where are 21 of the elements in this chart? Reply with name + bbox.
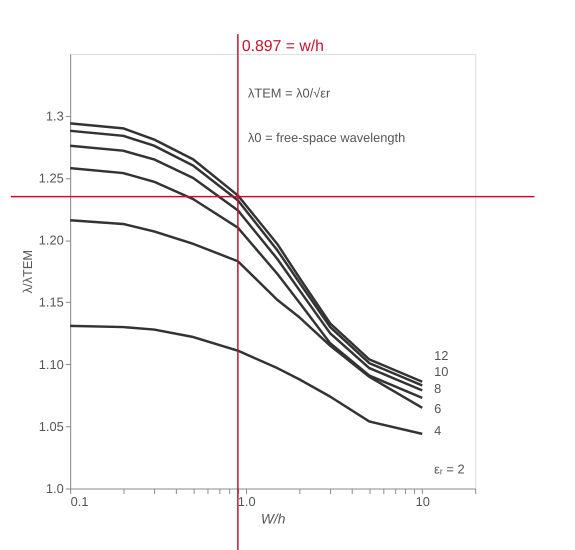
- text: εᵣ = 2: [434, 461, 465, 476]
- x-tick-label: 0.1: [70, 494, 88, 509]
- x-tick-label: 10: [416, 494, 430, 509]
- y-tick-label: 1.25: [38, 170, 64, 186]
- y-tick-label: 1.05: [38, 418, 64, 434]
- series-label: 12: [434, 348, 448, 363]
- y-tick-label: 1.15: [38, 294, 64, 310]
- y-axis-title: λ/λTEM: [20, 250, 35, 294]
- annotation: λ0 = free-space wavelength: [248, 130, 406, 145]
- y-tick-label: 1.20: [38, 232, 64, 248]
- series-label: 6: [434, 400, 442, 416]
- series-label: 10: [434, 364, 448, 379]
- annotation: λTEM = λ0/√εr: [248, 85, 331, 100]
- series-label: 8: [434, 381, 442, 396]
- x-axis-title: W/h: [260, 510, 286, 527]
- y-tick-label: 1.10: [38, 356, 64, 372]
- ref-line-label: 0.897 = w/h: [242, 38, 324, 55]
- series-label: 4: [434, 423, 442, 438]
- y-tick-label: 1.0: [46, 480, 64, 496]
- y-tick-label: 1.3: [46, 108, 64, 124]
- x-tick-label: 1.0: [238, 494, 256, 509]
